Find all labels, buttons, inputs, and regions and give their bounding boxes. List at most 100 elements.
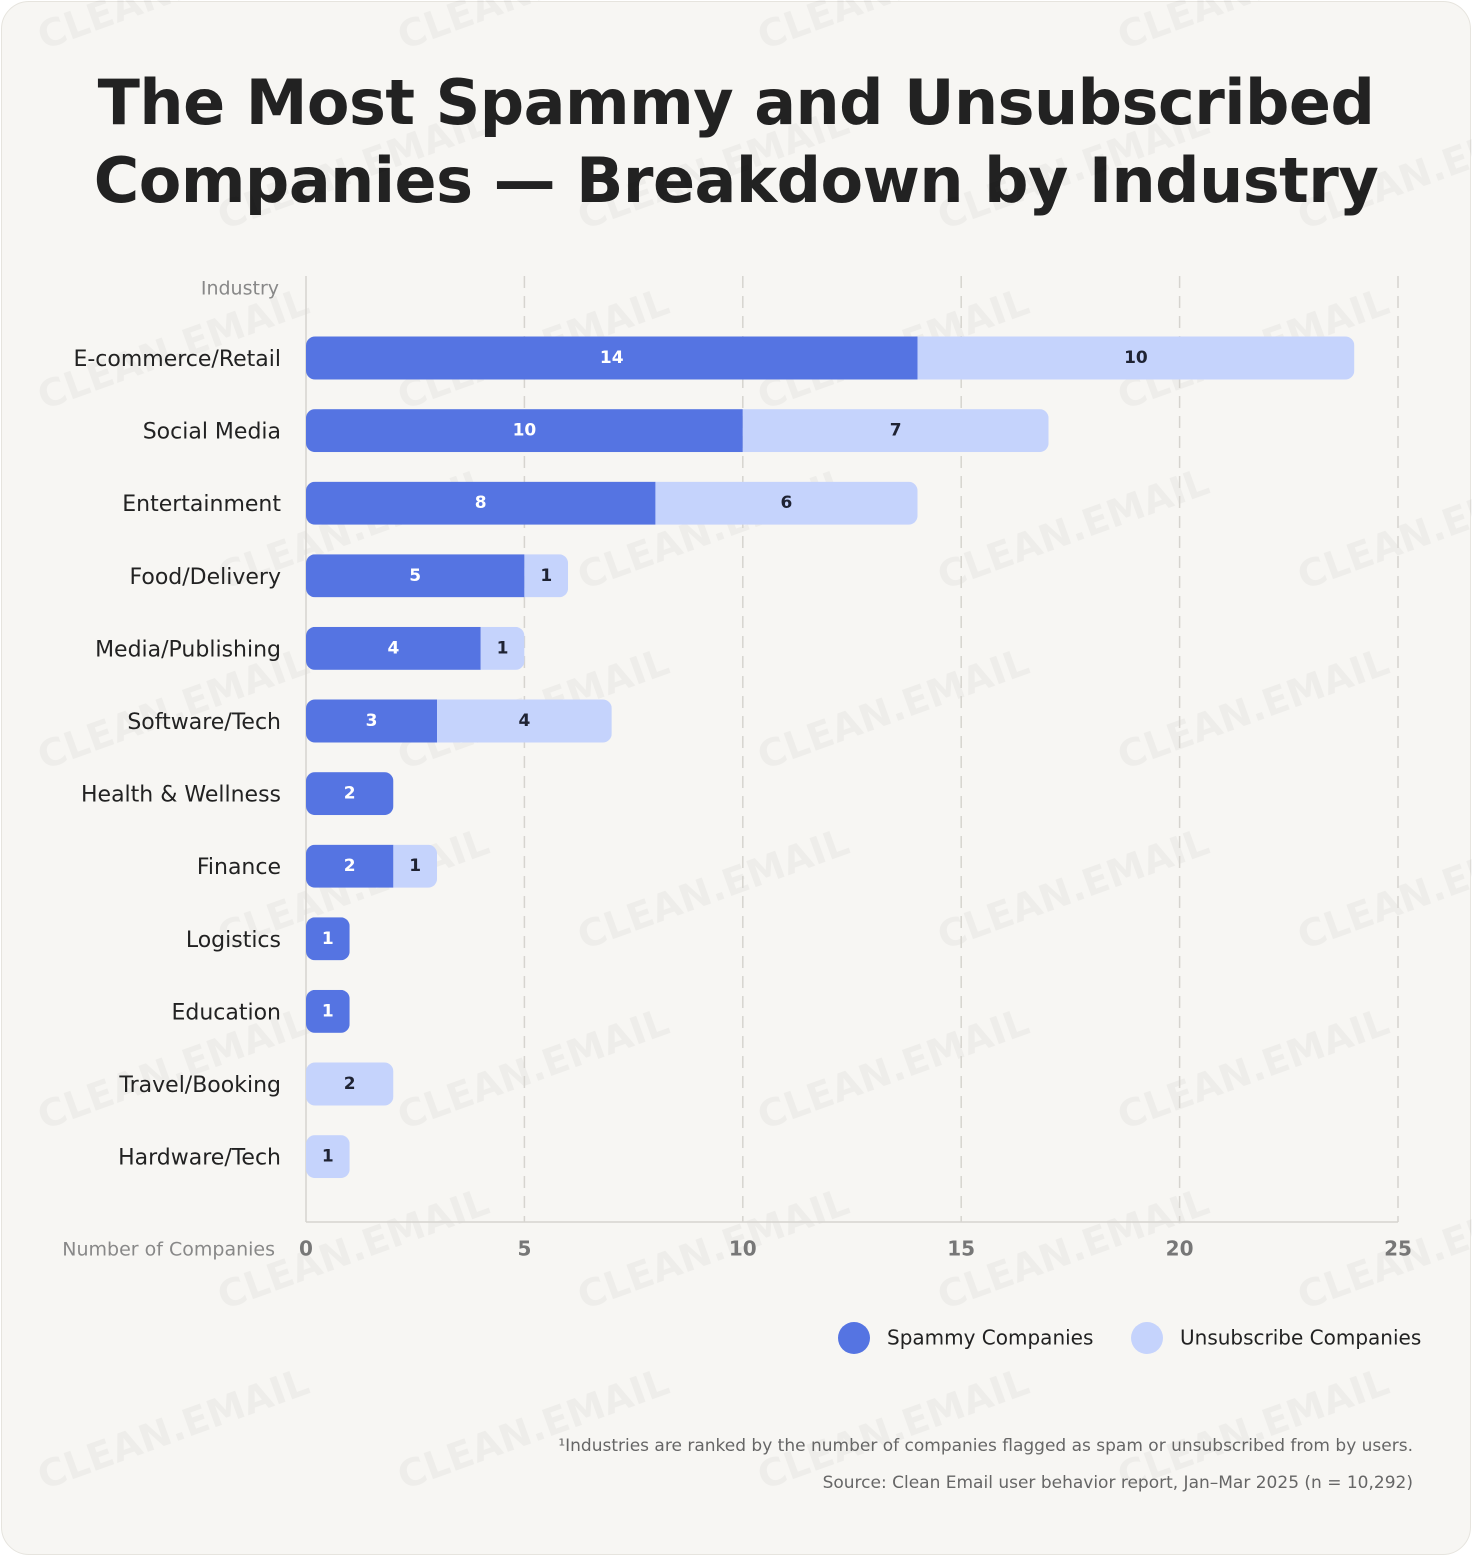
watermark: CLEAN.EMAIL [572, 1179, 855, 1318]
value-label: 8 [475, 493, 487, 513]
y-tick-label: E-commerce/Retail [73, 347, 281, 372]
value-label: 10 [1124, 348, 1148, 368]
watermark: CLEAN.EMAIL [1112, 0, 1395, 58]
y-tick-label: Media/Publishing [95, 637, 281, 662]
bar-segment [306, 481, 656, 525]
bar-segment [742, 409, 1049, 453]
bar-row [306, 336, 1355, 380]
value-label: 2 [344, 1074, 356, 1094]
bar-segment [306, 409, 743, 453]
value-label: 2 [344, 856, 356, 876]
bar-segment [306, 554, 525, 598]
value-label: 4 [518, 711, 530, 731]
x-tick-label: 10 [729, 1237, 757, 1261]
watermark: CLEAN.EMAIL [1292, 99, 1472, 238]
watermark: CLEAN.EMAIL [392, 0, 675, 58]
chart-title: The Most Spammy and Unsubscribed Compani… [93, 66, 1379, 217]
x-tick-label: 15 [947, 1237, 975, 1261]
watermark: CLEAN.EMAIL [1292, 459, 1472, 598]
watermark: CLEAN.EMAIL [392, 999, 675, 1138]
bar-row [306, 1135, 350, 1179]
source: Source: Clean Email user behavior report… [823, 1473, 1413, 1493]
value-label: 5 [409, 566, 421, 586]
watermark: CLEAN.EMAIL [752, 0, 1035, 58]
bar-row [306, 917, 350, 961]
x-tick-label: 0 [299, 1237, 313, 1261]
legend-swatch [1131, 1322, 1163, 1354]
bar-segment [917, 336, 1355, 380]
value-label: 6 [781, 493, 793, 513]
bar-row [306, 989, 350, 1033]
watermark: CLEAN.EMAIL [1292, 819, 1472, 958]
y-tick-label: Finance [197, 855, 281, 880]
bar-row [306, 554, 569, 598]
watermark: CLEAN.EMAIL [572, 459, 855, 598]
bar-segment [393, 844, 438, 888]
watermark: CLEAN.EMAIL [932, 99, 1215, 238]
watermark: CLEAN.EMAIL [392, 1359, 675, 1498]
bar-segment [306, 989, 350, 1033]
value-label: 1 [409, 856, 421, 876]
watermark: CLEAN.EMAIL [752, 999, 1035, 1138]
bar-row [306, 626, 525, 670]
bar-segment [524, 554, 569, 598]
bar-segment [306, 772, 394, 816]
bar-row [306, 844, 438, 888]
watermark: CLEAN.EMAIL [572, 99, 855, 238]
value-label: 4 [387, 638, 399, 658]
value-label: 1 [497, 638, 509, 658]
bar-segment [655, 481, 918, 525]
bar-row [306, 481, 918, 525]
watermark: CLEAN.EMAIL [932, 819, 1215, 958]
bar-row [306, 699, 612, 743]
y-tick-label: Food/Delivery [130, 565, 282, 590]
bar-segment [306, 1062, 394, 1106]
value-label: 1 [322, 929, 334, 949]
watermark: CLEAN.EMAIL [752, 639, 1035, 778]
x-tick-label: 20 [1166, 1237, 1194, 1261]
bar-segment [306, 1135, 350, 1179]
watermark: CLEAN.EMAIL [572, 819, 855, 958]
y-tick-label: Travel/Booking [118, 1073, 281, 1098]
bar-row [306, 1062, 394, 1106]
bar-segment [306, 626, 481, 670]
x-axis-title: Number of Companies [62, 1239, 275, 1261]
watermark: CLEAN.EMAIL [212, 99, 495, 238]
bar-row [306, 772, 394, 816]
legend-label: Spammy Companies [887, 1326, 1093, 1350]
y-tick-label: Education [171, 1000, 281, 1025]
value-label: 2 [344, 784, 356, 804]
value-label: 10 [513, 421, 537, 441]
bar-segment [480, 626, 525, 670]
bar-segment [306, 917, 350, 961]
y-tick-label: Health & Wellness [81, 783, 281, 808]
value-label: 1 [322, 1001, 334, 1021]
y-tick-label: Software/Tech [127, 710, 281, 735]
value-label: 1 [322, 1147, 334, 1167]
y-tick-label: Entertainment [122, 492, 281, 517]
x-tick-label: 25 [1384, 1237, 1412, 1261]
bar-segment [306, 699, 438, 743]
legend-swatch [838, 1322, 870, 1354]
value-label: 3 [366, 711, 378, 731]
bar-segment [306, 844, 394, 888]
legend-label: Unsubscribe Companies [1180, 1326, 1421, 1350]
bar-segment [306, 336, 918, 380]
y-axis-title: Industry [201, 278, 279, 300]
watermark: CLEAN.EMAIL [1112, 999, 1395, 1138]
watermark: CLEAN.EMAIL [1292, 1179, 1472, 1318]
y-tick-label: Logistics [186, 928, 281, 953]
y-tick-label: Social Media [143, 420, 281, 445]
bar-segment [437, 699, 612, 743]
x-tick-label: 5 [517, 1237, 531, 1261]
watermark-layer: CLEAN.EMAIL CLEAN.EMAIL CLEAN.EMAIL CLEAN.E… [32, 0, 1472, 1498]
value-label: 7 [890, 421, 902, 441]
value-label: 1 [540, 566, 552, 586]
watermark: CLEAN.EMAIL [32, 0, 315, 58]
footnote: ¹Industries are ranked by the number of … [558, 1436, 1413, 1456]
watermark: CLEAN.EMAIL [1112, 639, 1395, 778]
y-tick-label: Hardware/Tech [118, 1146, 281, 1171]
watermark: CLEAN.EMAIL [32, 1359, 315, 1498]
watermark: CLEAN.EMAIL [932, 459, 1215, 598]
